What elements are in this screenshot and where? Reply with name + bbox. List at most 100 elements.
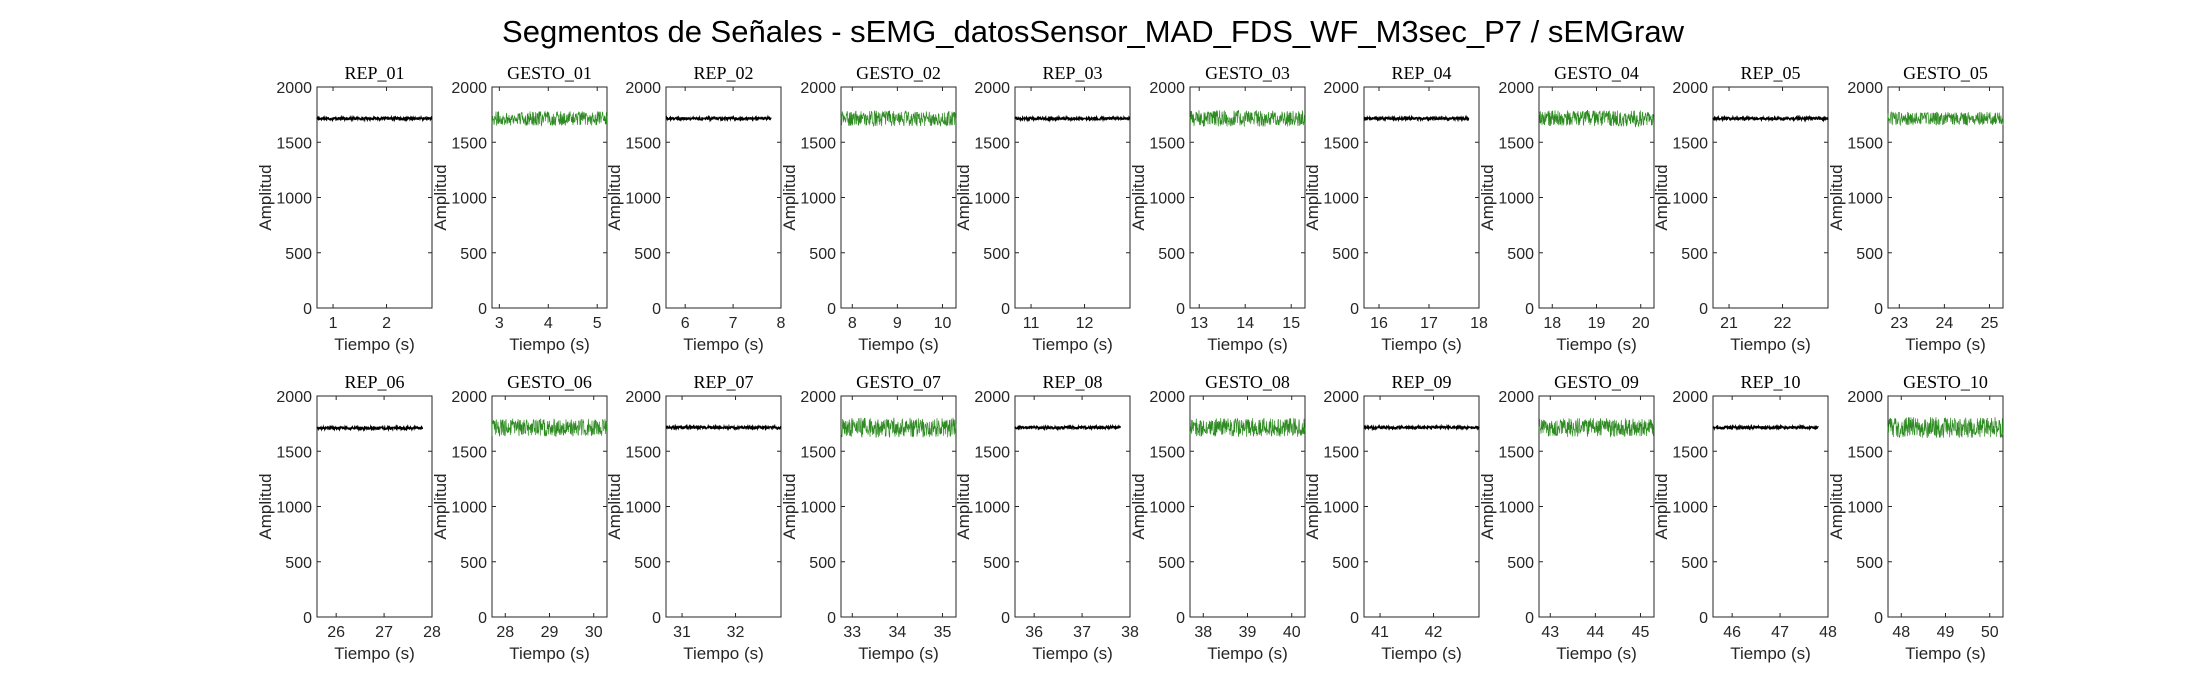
x-axis-label: Tiempo (s) [1207,335,1288,354]
y-tick-label: 0 [652,610,661,627]
y-tick-label: 500 [285,555,312,572]
y-axis-label: Amplitud [431,164,450,230]
y-tick-label: 0 [1001,301,1010,318]
signal-trace [840,417,957,438]
y-axis-label: Amplitud [1303,164,1322,230]
x-tick-label: 47 [1771,624,1789,641]
y-tick-label: 500 [983,246,1010,263]
y-tick-label: 2000 [1847,389,1883,406]
y-tick-label: 2000 [451,80,487,97]
y-axis-label: Amplitud [1652,164,1671,230]
x-tick-label: 26 [327,624,345,641]
x-tick-label: 8 [777,315,786,332]
y-tick-label: 0 [303,610,312,627]
subplot-title: REP_08 [1042,372,1102,392]
subplot-rep-10: REP_10 0 500 1000 1500 2000 46 47 48 Tiempo (s) Am… [1652,372,1837,663]
y-axis-label: Amplitud [256,164,275,230]
y-tick-label: 1000 [1149,191,1185,208]
y-tick-label: 1500 [451,135,487,152]
x-tick-label: 33 [843,624,861,641]
y-tick-label: 2000 [1149,389,1185,406]
x-tick-label: 32 [727,624,745,641]
x-axis-label: Tiempo (s) [1556,644,1637,663]
y-tick-label: 2000 [276,80,312,97]
y-tick-label: 2000 [1672,80,1708,97]
y-tick-label: 1000 [800,191,836,208]
x-axis-label: Tiempo (s) [509,644,590,663]
y-axis-label: Amplitud [954,473,973,539]
y-tick-label: 1000 [1323,500,1359,517]
y-tick-label: 0 [1699,610,1708,627]
y-tick-label: 0 [827,301,836,318]
x-tick-label: 16 [1370,315,1388,332]
y-tick-label: 1500 [1149,135,1185,152]
x-tick-label: 38 [1121,624,1139,641]
signal-trace [1538,418,1655,438]
x-tick-label: 40 [1283,624,1301,641]
y-tick-label: 500 [1332,555,1359,572]
signal-trace [1712,423,1819,432]
y-tick-label: 0 [478,301,487,318]
y-tick-label: 500 [634,246,661,263]
y-tick-label: 0 [478,610,487,627]
signal-trace [1363,423,1480,432]
x-tick-label: 45 [1632,624,1650,641]
y-tick-label: 2000 [625,80,661,97]
x-tick-label: 25 [1981,315,1999,332]
y-axis-label: Amplitud [431,473,450,539]
x-tick-label: 8 [848,315,857,332]
y-tick-label: 2000 [625,389,661,406]
y-axis-label: Amplitud [1129,164,1148,230]
y-axis-label: Amplitud [1129,473,1148,539]
y-axis-label: Amplitud [780,164,799,230]
y-axis-label: Amplitud [605,473,624,539]
y-tick-label: 2000 [1323,80,1359,97]
subplot-rep-04: REP_04 0 500 1000 1500 2000 16 17 18 Tiempo (s) Am… [1303,63,1488,354]
signal-trace [491,110,608,127]
y-tick-label: 2000 [1847,80,1883,97]
x-axis-label: Tiempo (s) [1207,644,1288,663]
subplot-title: GESTO_04 [1554,63,1639,83]
y-tick-label: 2000 [974,80,1010,97]
x-axis-label: Tiempo (s) [683,644,764,663]
y-tick-label: 1500 [1847,135,1883,152]
x-tick-label: 44 [1586,624,1604,641]
x-tick-label: 37 [1073,624,1091,641]
subplot-rep-03: REP_03 0 500 1000 1500 2000 11 12 Tiempo (s) Ampl… [954,63,1131,354]
signal-trace [1189,109,1306,128]
y-tick-label: 500 [634,555,661,572]
y-tick-label: 1500 [1323,135,1359,152]
x-tick-label: 22 [1774,315,1792,332]
subplot-gesto-10: GESTO_10 0 500 1000 1500 2000 48 49 50 Tiempo (s)… [1827,372,2004,663]
signal-trace [491,418,608,437]
y-tick-label: 0 [1001,610,1010,627]
subplot-gesto-03: GESTO_03 0 500 1000 1500 2000 13 14 15 Tiempo (s)… [1129,63,1306,354]
y-tick-label: 0 [652,301,661,318]
y-tick-label: 1000 [974,500,1010,517]
x-axis-label: Tiempo (s) [858,644,939,663]
y-tick-label: 500 [1681,555,1708,572]
x-axis-label: Tiempo (s) [509,335,590,354]
subplot-title: REP_02 [693,63,753,83]
y-tick-label: 1500 [451,444,487,461]
signal-trace [1189,417,1306,437]
y-tick-label: 1000 [1149,500,1185,517]
y-tick-label: 1500 [1498,444,1534,461]
y-tick-label: 2000 [1498,80,1534,97]
signal-trace [316,424,424,433]
x-tick-label: 19 [1588,315,1606,332]
x-tick-label: 18 [1470,315,1488,332]
y-tick-label: 500 [809,555,836,572]
y-tick-label: 1000 [276,500,312,517]
y-axis-label: Amplitud [1478,473,1497,539]
subplot-rep-08: REP_08 0 500 1000 1500 2000 36 37 38 Tiempo (s) Am… [954,372,1139,663]
y-axis-label: Amplitud [780,473,799,539]
x-tick-label: 42 [1425,624,1443,641]
y-tick-label: 2000 [974,389,1010,406]
x-tick-label: 11 [1023,315,1040,332]
x-axis-label: Tiempo (s) [1032,644,1113,663]
x-axis-label: Tiempo (s) [1032,335,1113,354]
y-tick-label: 2000 [451,389,487,406]
subplot-title: GESTO_05 [1903,63,1988,83]
y-tick-label: 0 [1525,610,1534,627]
